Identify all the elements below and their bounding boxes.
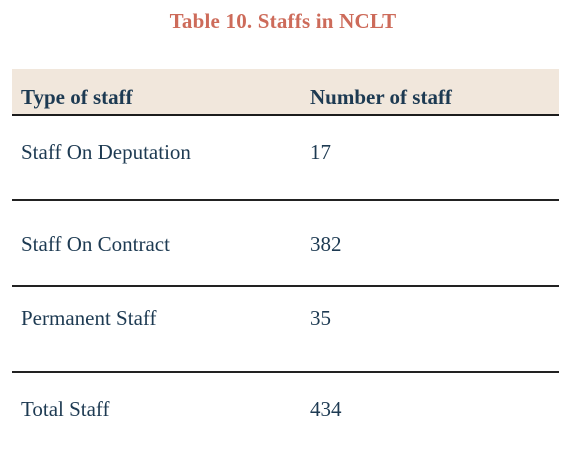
staff-count-cell: 382 (310, 232, 342, 256)
column-header-type: Type of staff (21, 85, 133, 109)
staff-count-cell: 35 (310, 306, 331, 330)
staff-type-cell: Staff On Deputation (21, 140, 191, 164)
row-divider (12, 371, 559, 373)
staff-type-cell: Permanent Staff (21, 306, 157, 330)
staff-count-cell: 434 (310, 397, 342, 421)
row-divider (12, 285, 559, 287)
row-divider (12, 199, 559, 201)
staff-count-cell: 17 (310, 140, 331, 164)
staff-type-cell: Staff On Contract (21, 232, 170, 256)
staff-type-cell: Total Staff (21, 397, 110, 421)
column-header-number: Number of staff (310, 85, 452, 109)
table-title: Table 10. Staffs in NCLT (169, 9, 397, 33)
table-header-row: Type of staff Number of staff (12, 69, 559, 116)
